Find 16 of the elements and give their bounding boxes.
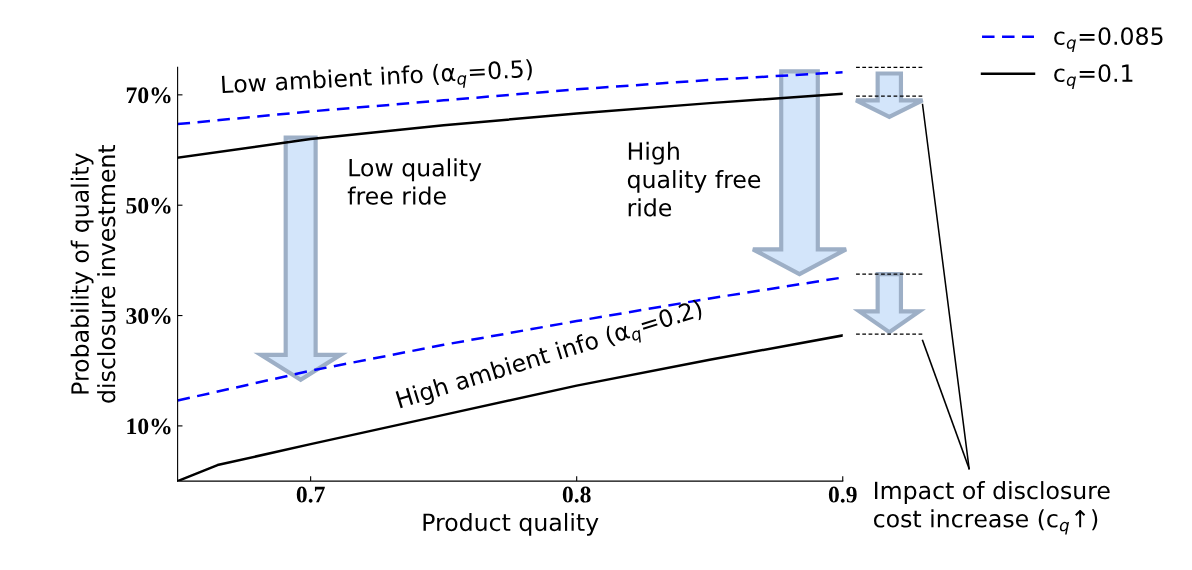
y-tick-label: 10% [127,418,171,435]
y-axis-title: Probability of quality disclosure investment [70,144,116,403]
annotation: Low ambient info (α$_{q}$=0.5) [221,58,533,101]
x-tick-label: 0.9 [828,486,857,503]
x-tick-label: 0.7 [296,486,325,503]
annotation: High ambient info (α$_{q}$=0.2) [395,298,705,416]
annotation: Low quality free ride [347,158,482,205]
y-tick-label: 50% [126,197,171,214]
x-tick-label: 0.8 [562,486,591,503]
legend-label: c$_{q}$=0.1 [1054,64,1133,90]
x-axis-title: Product quality [423,512,599,536]
y-tick-label: 70% [126,87,171,104]
y-tick-label: 30% [126,308,171,325]
annotation: High quality free ride [627,141,761,217]
text: Impact of disclosure cost increase (c$_{q}$↑) [873,481,1110,535]
legend-label: c$_{q}$=0.085 [1054,27,1163,52]
